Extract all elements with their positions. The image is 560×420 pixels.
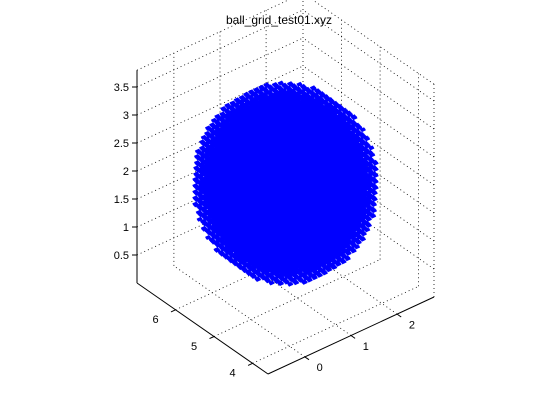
x-tick-label: 1 — [363, 341, 369, 353]
y-tick-label: 5 — [191, 341, 197, 353]
y-tick-label: 4 — [230, 368, 236, 380]
x-tick-label: 0 — [317, 362, 323, 374]
z-tick-label: 3 — [123, 110, 129, 122]
z-tick-label: 2.5 — [114, 138, 129, 150]
z-tick-label: 1.5 — [114, 194, 129, 206]
z-tick-label: 0.5 — [114, 250, 129, 262]
z-tick-label: 2 — [123, 166, 129, 178]
z-tick-label: 3.5 — [114, 82, 129, 94]
x-tick-label: 2 — [409, 319, 415, 331]
chart-title: ball_grid_test01.xyz — [226, 13, 332, 27]
y-tick-label: 6 — [153, 314, 159, 326]
z-tick-label: 1 — [123, 222, 129, 234]
